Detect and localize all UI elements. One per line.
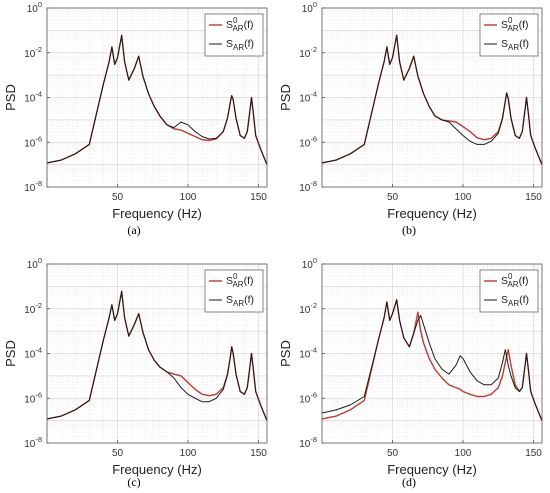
x-axis-label: Frequency (Hz) [387,206,477,221]
y-tick-label: 10-8 [299,179,317,194]
x-tick-label: 100 [180,192,197,203]
x-tick-label: 100 [455,192,472,203]
series-line-estimate [321,299,543,421]
y-tick-label: 10-6 [299,134,317,149]
y-axis-label: PSD [3,340,18,367]
x-tick-label: 100 [180,448,197,459]
legend-label: S0 AR(f) [501,16,529,33]
y-tick-label: 10-6 [24,390,42,405]
x-axis-label: Frequency (Hz) [112,462,202,477]
y-tick-label: 10-8 [24,435,42,450]
x-tick-label: 150 [250,192,267,203]
legend: S0 AR(f) SAR(f) [204,13,264,57]
legend-box [479,13,539,57]
y-tick-label: 100 [302,0,317,15]
panel-a-caption: (a) [127,223,140,237]
series-line-estimate [46,290,268,421]
legend-label: SAR(f) [501,294,529,308]
y-tick-label: 10-8 [299,435,317,450]
x-axis-label: Frequency (Hz) [387,462,477,477]
panel-c-caption: (c) [127,475,140,489]
grid [322,8,542,187]
y-tick-label: 10-8 [24,179,42,194]
y-tick-label: 10-4 [299,90,317,105]
legend-label: S0 AR(f) [501,272,529,289]
legend: S0 AR(f) SAR(f) [204,269,264,313]
series-line-estimate [321,34,543,165]
grid [322,264,542,443]
x-tick-label: 50 [387,192,399,203]
y-tick-label: 10-4 [24,90,42,105]
x-tick-label: 150 [525,448,542,459]
legend: S0 AR(f) SAR(f) [479,13,539,57]
legend: S0 AR(f) SAR(f) [479,269,539,313]
series-line-estimate [46,34,268,165]
panel-a: (a) 50 100 150 10-8 10-6 10-4 10-2 100 Frequency… [3,0,268,237]
legend-box [479,269,539,313]
x-tick-label: 150 [250,448,267,459]
legend-box [204,13,264,57]
y-tick-label: 100 [302,256,317,271]
legend-label: SAR(f) [226,38,254,52]
legend-label: S0 AR(f) [226,272,254,289]
y-axis-label: PSD [278,340,293,367]
y-tick-label: 10-6 [299,390,317,405]
panel-d: (d) 50 100 150 10-8 10-6 10-4 10-2 100 Frequency… [278,256,543,489]
y-tick-label: 100 [27,256,42,271]
x-tick-label: 100 [455,448,472,459]
legend-label: S0 AR(f) [226,16,254,33]
y-tick-label: 100 [27,0,42,15]
y-axis-label: PSD [3,84,18,111]
y-tick-label: 10-2 [24,301,42,316]
x-tick-label: 50 [112,192,124,203]
y-tick-label: 10-2 [299,45,317,60]
panel-d-caption: (d) [402,475,416,489]
x-tick-label: 150 [525,192,542,203]
y-tick-label: 10-4 [24,346,42,361]
panel-b-caption: (b) [402,223,416,237]
y-tick-label: 10-2 [24,45,42,60]
panel-c: (c) 50 100 150 10-8 10-6 10-4 10-2 100 Frequency… [3,256,268,489]
x-tick-label: 50 [387,448,399,459]
legend-label: SAR(f) [226,294,254,308]
y-tick-label: 10-2 [299,301,317,316]
y-tick-label: 10-4 [299,346,317,361]
x-axis-label: Frequency (Hz) [112,206,202,221]
panel-b: (b) 50 100 150 10-8 10-6 10-4 10-2 100 Frequency… [278,0,543,237]
legend-box [204,269,264,313]
x-tick-label: 50 [112,448,124,459]
legend-label: SAR(f) [501,38,529,52]
y-axis-label: PSD [278,84,293,111]
y-tick-label: 10-6 [24,134,42,149]
